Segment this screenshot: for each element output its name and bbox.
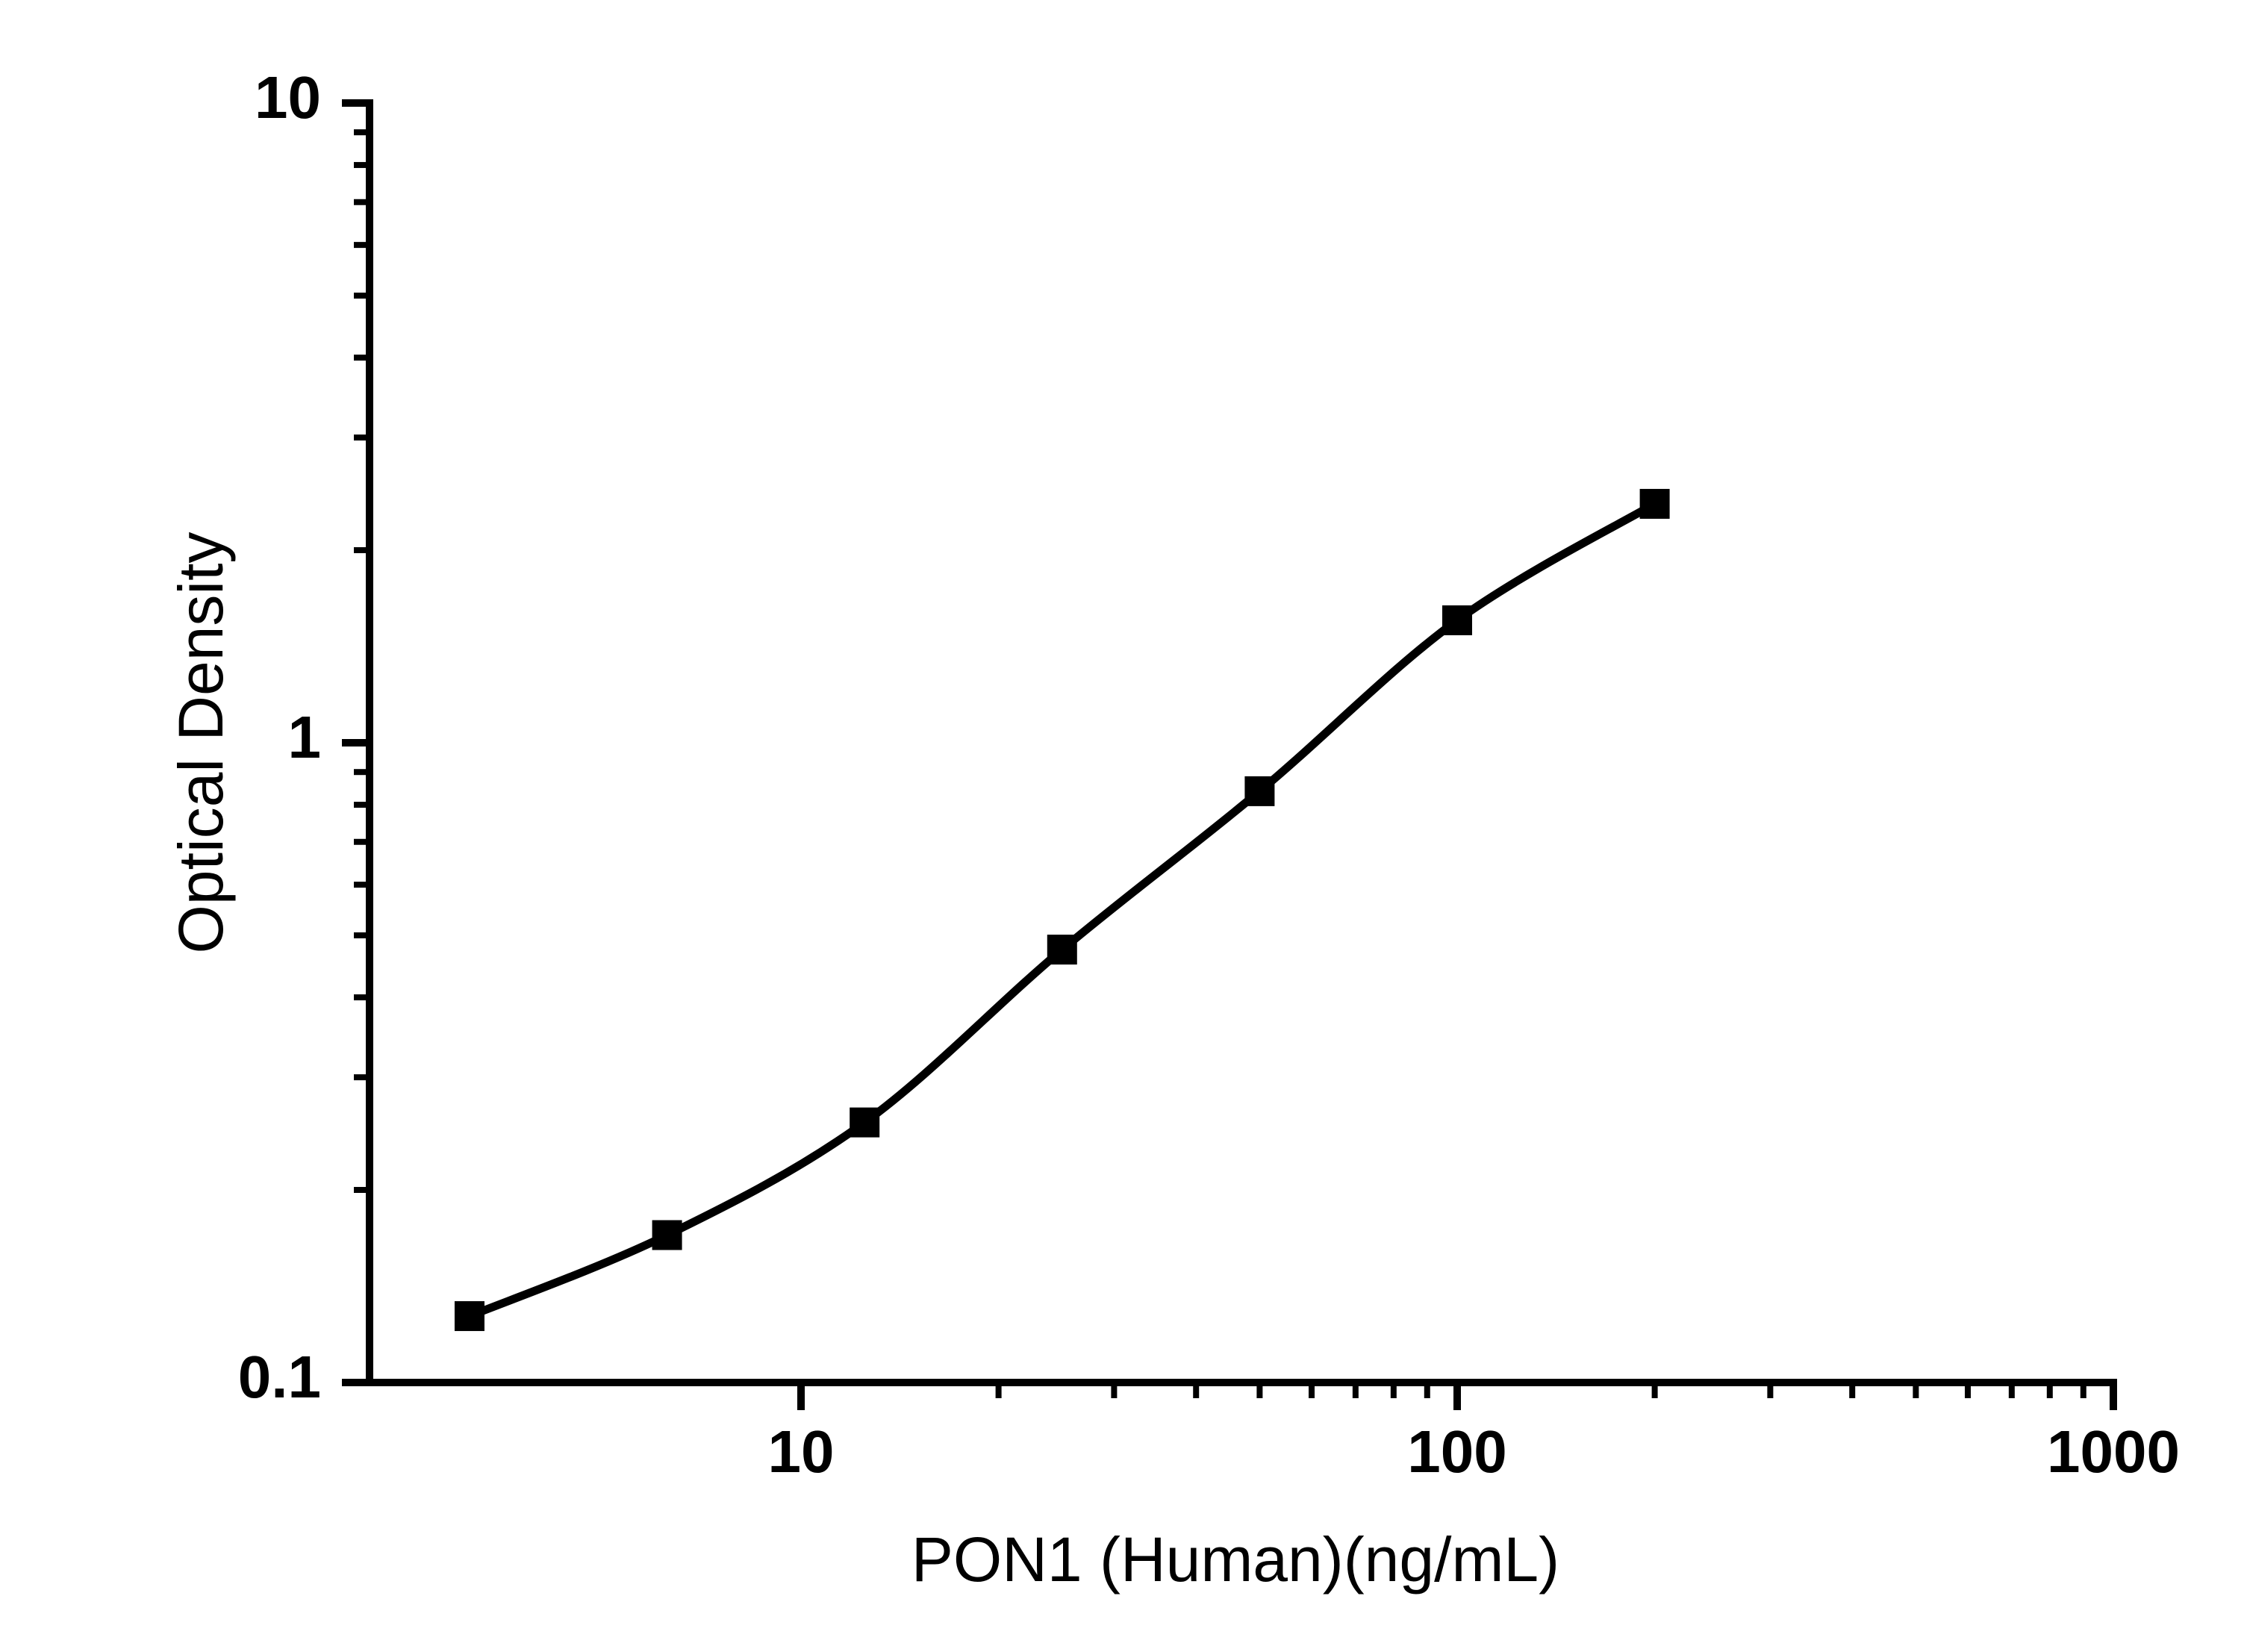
x-axis-title: PON1 (Human)(ng/mL) [911,1524,1559,1595]
x-tick-label: 1000 [2047,1418,2180,1485]
data-point-marker [652,1220,682,1250]
y-tick-label: 10 [255,64,321,131]
data-point-marker [454,1301,484,1332]
data-point-marker [850,1107,880,1138]
x-tick-label: 100 [1407,1418,1506,1485]
axes-layer: 10 100 1000 0.1 1 10 [238,64,2180,1485]
y-tick-label: 1 [288,704,322,770]
standard-curve-line [467,500,1657,1321]
data-point-marker [1047,935,1077,965]
y-tick-label: 0.1 [238,1344,321,1410]
x-tick-label: 10 [768,1418,835,1485]
data-point-marker [1639,488,1670,519]
y-axis-title: Optical Density [166,532,236,954]
data-point-marker [1244,776,1275,806]
series-layer [454,488,1670,1332]
data-point-marker [1442,605,1473,635]
